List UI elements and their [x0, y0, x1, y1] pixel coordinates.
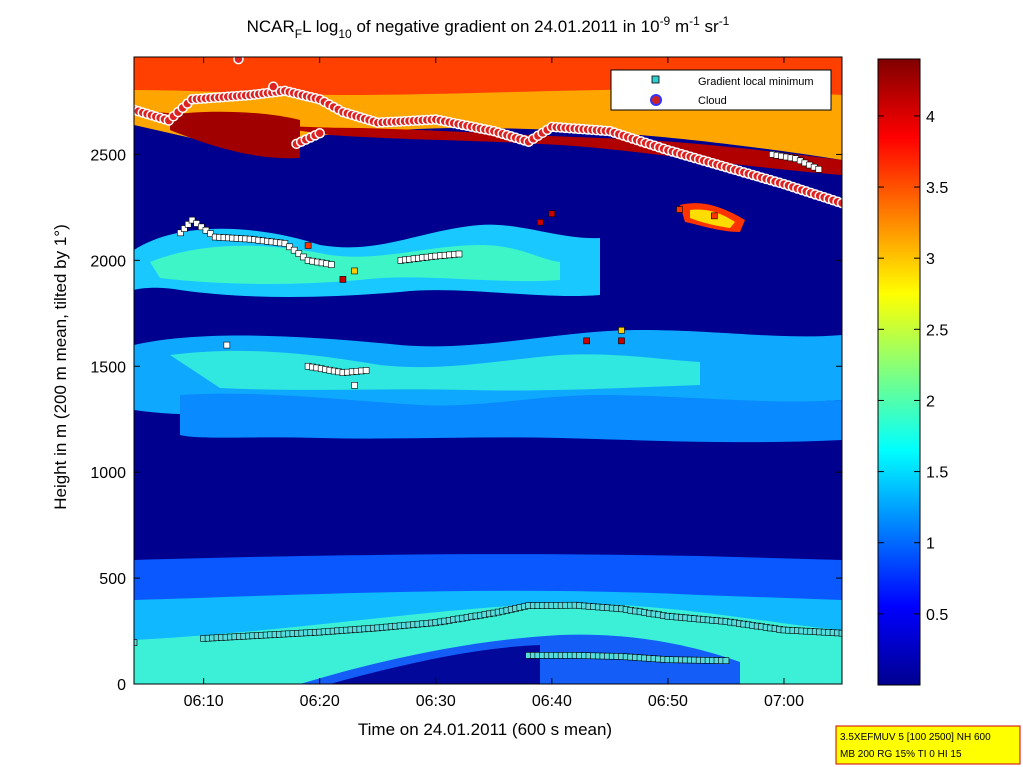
colorbar-tick-label: 2	[926, 393, 935, 410]
info-line-1: 3.5XEFMUV 5 [100 2500] NH 600	[840, 732, 991, 743]
gradient-minimum-marker	[455, 250, 463, 258]
colorbar	[877, 58, 921, 686]
colored-gradient-marker	[339, 276, 347, 283]
gradient-minimum-marker	[281, 240, 289, 247]
legend: Gradient local minimum Cloud	[610, 69, 832, 111]
gradient-minimum-marker	[202, 226, 210, 234]
colored-gradient-marker	[618, 337, 625, 345]
plot-frame	[133, 56, 843, 685]
gradient-minimum-marker	[300, 253, 307, 261]
y-tick-label: 2000	[90, 253, 126, 270]
colored-gradient-marker	[711, 212, 718, 220]
gradient-minimum-marker	[722, 657, 730, 664]
x-axis: 06:10 06:20 06:30 06:40 06:50 07:00	[184, 57, 804, 710]
colored-gradient-marker	[536, 218, 544, 226]
gradient-minimum-marker	[328, 261, 335, 268]
gradient-minimum-marker	[188, 216, 196, 224]
x-tick-label: 06:50	[648, 693, 688, 710]
cloud-marker	[314, 128, 325, 139]
gradient-minimum-marker	[362, 367, 370, 374]
gradient-minimum-marker	[838, 629, 842, 637]
gradient-minimum-marker	[180, 225, 188, 232]
colorbar-tick-label: 2.5	[926, 322, 948, 339]
cloud-marker	[836, 197, 842, 209]
colored-gradient-marker	[548, 210, 556, 218]
gradient-minimum-marker	[286, 243, 293, 251]
colored-gradient-marker	[583, 337, 590, 345]
cloud-marker	[268, 81, 279, 92]
colorbar-tick-label: 0.5	[926, 607, 948, 624]
cloud-marker	[233, 57, 244, 65]
colorbar-tick-label: 4	[926, 109, 935, 126]
x-tick-label: 06:40	[532, 693, 572, 710]
gradient-minimum-marker	[184, 221, 192, 228]
legend-circle-marker	[650, 94, 662, 106]
markers-group	[134, 57, 842, 664]
colorbar-tick-label: 1.5	[926, 465, 948, 482]
gradient-minimum-marker	[295, 250, 303, 257]
y-axis: 0 500 1000 1500 2000 2500	[90, 147, 842, 694]
colorbar-tick-label: 3.5	[926, 180, 948, 197]
gradient-minimum-marker	[198, 223, 205, 231]
chart-title: NCARFL log10 of negative gradient on 24.…	[247, 14, 730, 41]
colorbar-tick-label: 1	[926, 536, 935, 553]
gradient-minimum-marker	[290, 246, 298, 254]
legend-square-marker	[651, 75, 660, 84]
heatmap-area	[134, 57, 842, 684]
info-line-2: MB 200 RG 15% TI 0 HI 15	[840, 749, 962, 760]
x-axis-label: Time on 24.01.2011 (600 s mean)	[358, 720, 612, 739]
colored-gradient-marker	[676, 206, 683, 213]
legend-entry-cloud: Cloud	[698, 95, 727, 107]
y-tick-label: 1500	[90, 359, 126, 376]
gradient-minimum-marker	[193, 220, 200, 227]
gradient-minimum-marker	[134, 639, 138, 646]
info-box: 3.5XEFMUV 5 [100 2500] NH 600 MB 200 RG …	[835, 725, 1021, 765]
y-axis-label: Height in m (200 m mean, tilted by 1°)	[51, 224, 70, 510]
gradient-minimum-marker	[177, 229, 184, 237]
y-tick-label: 2500	[90, 147, 126, 164]
gradient-minimum-marker	[207, 230, 214, 237]
colored-gradient-marker	[304, 242, 312, 249]
x-tick-label: 06:10	[184, 693, 224, 710]
legend-entry-gradient: Gradient local minimum	[698, 76, 814, 88]
colorbar-tick-label: 3	[926, 251, 935, 268]
gradient-minimum-marker	[351, 382, 358, 389]
y-tick-label: 500	[99, 571, 126, 588]
y-tick-label: 0	[117, 677, 126, 694]
gradient-minimum-marker	[223, 341, 231, 349]
gradient-minimum-marker	[815, 165, 823, 173]
x-tick-label: 06:30	[416, 693, 456, 710]
colorbar-ticks: 0.5 1 1.5 2 2.5 3 3.5 4	[878, 109, 948, 624]
y-tick-label: 1000	[90, 465, 126, 482]
colored-gradient-marker	[618, 326, 625, 334]
colored-gradient-marker	[351, 267, 358, 275]
x-tick-label: 07:00	[764, 693, 804, 710]
x-tick-label: 06:20	[300, 693, 340, 710]
